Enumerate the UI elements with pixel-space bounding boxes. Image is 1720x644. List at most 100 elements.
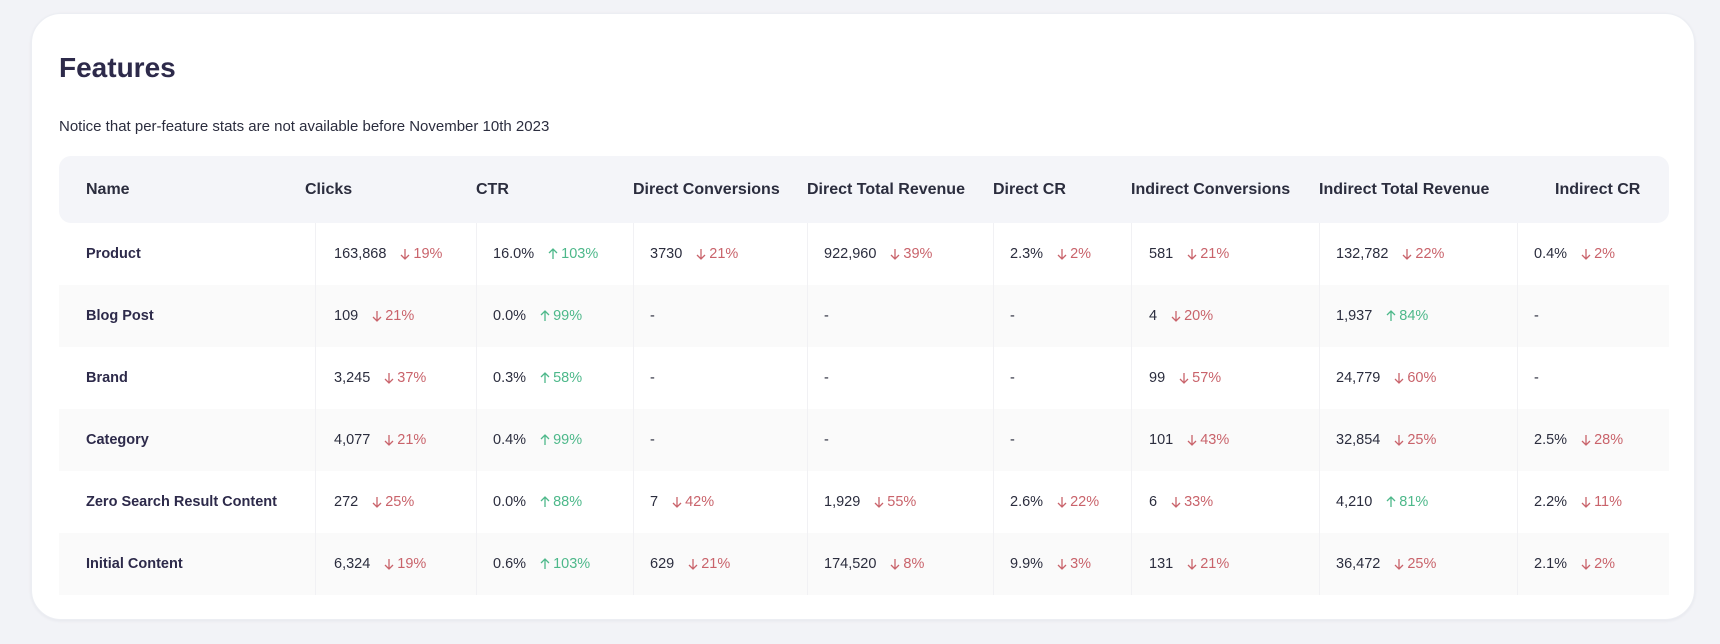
table-row[interactable]: Initial Content 6,324 19% 0.6% 103% 629 21% 174… <box>59 533 1669 595</box>
table-row[interactable]: Product 163,868 19% 16.0% 103% 3730 21% 922,960… <box>59 223 1669 285</box>
cell-direct-conversions: - <box>633 409 807 471</box>
arrow-down-icon <box>384 434 394 446</box>
table-row[interactable]: Brand 3,245 37% 0.3% 58% - - - 99 57% 24,779 60% - <box>59 347 1669 409</box>
cell-indirect-cr: - <box>1517 285 1669 347</box>
cell-direct-conversions: 7 42% <box>633 471 807 533</box>
feature-name: Category <box>86 432 149 448</box>
delta-badge: 33% <box>1171 494 1213 510</box>
table-row[interactable]: Zero Search Result Content 272 25% 0.0% 88% 7… <box>59 471 1669 533</box>
arrow-up-icon <box>540 310 550 322</box>
delta-badge: 20% <box>1171 308 1213 324</box>
table-row[interactable]: Category 4,077 21% 0.4% 99% - - - 101 43% 32,854 25… <box>59 409 1669 471</box>
column-header-name[interactable]: Name <box>86 180 130 198</box>
cell-indirect-total-revenue: 36,472 25% <box>1319 533 1517 595</box>
cell-value: 0.0% <box>493 308 527 324</box>
column-header-ctr[interactable]: CTR <box>476 180 509 198</box>
arrow-down-icon <box>1057 496 1067 508</box>
arrow-down-icon <box>672 496 682 508</box>
arrow-down-icon <box>890 248 900 260</box>
cell-value: 99 <box>1149 370 1166 386</box>
column-header-indirect-cr[interactable]: Indirect CR <box>1555 180 1641 198</box>
cell-direct-cr: 2.3% 2% <box>993 223 1131 285</box>
cell-direct-cr: - <box>993 347 1131 409</box>
cell-direct-cr: - <box>993 409 1131 471</box>
arrow-down-icon <box>384 558 394 570</box>
delta-value: 21% <box>397 432 427 448</box>
cell-indirect-total-revenue: 4,210 81% <box>1319 471 1517 533</box>
delta-badge: 84% <box>1386 308 1428 324</box>
cell-value: 16.0% <box>493 246 535 262</box>
arrow-down-icon <box>688 558 698 570</box>
cell-value: 6 <box>1149 494 1158 510</box>
delta-badge: 39% <box>890 246 932 262</box>
delta-value: 25% <box>1407 432 1437 448</box>
delta-badge: 25% <box>1394 432 1436 448</box>
cell-value: 6,324 <box>334 556 371 572</box>
cell-value: 32,854 <box>1336 432 1381 448</box>
cell-direct-conversions: - <box>633 285 807 347</box>
cell-indirect-conversions: 6 33% <box>1131 471 1319 533</box>
cell-value: - <box>824 308 829 324</box>
column-header-clicks[interactable]: Clicks <box>305 180 353 198</box>
delta-badge: 21% <box>384 432 426 448</box>
cell-indirect-conversions: 581 21% <box>1131 223 1319 285</box>
delta-badge: 99% <box>540 308 582 324</box>
arrow-down-icon <box>400 248 410 260</box>
arrow-down-icon <box>1187 434 1197 446</box>
delta-value: 11% <box>1594 494 1623 510</box>
cell-indirect-total-revenue: 32,854 25% <box>1319 409 1517 471</box>
arrow-up-icon <box>540 496 550 508</box>
cell-direct-total-revenue: 922,960 39% <box>807 223 993 285</box>
delta-badge: 88% <box>540 494 582 510</box>
column-header-direct-total-revenue[interactable]: Direct Total Revenue <box>807 180 965 198</box>
cell-value: 0.3% <box>493 370 527 386</box>
table-row[interactable]: Blog Post 109 21% 0.0% 99% - - - 4 20% 1,937 84% - <box>59 285 1669 347</box>
delta-badge: 99% <box>540 432 582 448</box>
cell-value: 3730 <box>650 246 683 262</box>
cell-value: 4,077 <box>334 432 371 448</box>
cell-indirect-cr: 0.4% 2% <box>1517 223 1669 285</box>
cell-value: - <box>650 308 655 324</box>
column-header-indirect-total-revenue[interactable]: Indirect Total Revenue <box>1319 180 1490 198</box>
cell-indirect-cr: 2.1% 2% <box>1517 533 1669 595</box>
delta-value: 21% <box>1200 556 1230 572</box>
arrow-down-icon <box>1187 558 1197 570</box>
arrow-up-icon <box>540 372 550 384</box>
delta-badge: 58% <box>540 370 582 386</box>
feature-name: Product <box>86 246 141 262</box>
delta-value: 84% <box>1399 308 1429 324</box>
column-header-direct-cr[interactable]: Direct CR <box>993 180 1066 198</box>
delta-value: 25% <box>385 494 415 510</box>
cell-direct-total-revenue: - <box>807 409 993 471</box>
delta-value: 37% <box>397 370 427 386</box>
cell-ctr: 0.6% 103% <box>476 533 633 595</box>
delta-badge: 43% <box>1187 432 1229 448</box>
delta-value: 2% <box>1070 246 1092 262</box>
delta-value: 55% <box>887 494 917 510</box>
delta-value: 33% <box>1184 494 1214 510</box>
arrow-down-icon <box>1179 372 1189 384</box>
cell-indirect-total-revenue: 132,782 22% <box>1319 223 1517 285</box>
arrow-down-icon <box>890 558 900 570</box>
arrow-down-icon <box>1402 248 1412 260</box>
delta-value: 21% <box>709 246 739 262</box>
delta-badge: 81% <box>1386 494 1428 510</box>
cell-value: 174,520 <box>824 556 877 572</box>
cell-indirect-total-revenue: 24,779 60% <box>1319 347 1517 409</box>
delta-value: 103% <box>561 246 599 262</box>
cell-clicks: 3,245 37% <box>315 347 476 409</box>
delta-badge: 3% <box>1057 556 1091 572</box>
delta-value: 21% <box>1200 246 1230 262</box>
delta-value: 22% <box>1070 494 1100 510</box>
cell-value: 2.5% <box>1534 432 1568 448</box>
cell-value: - <box>1534 308 1539 324</box>
delta-badge: 57% <box>1179 370 1221 386</box>
column-header-direct-conversions[interactable]: Direct Conversions <box>633 180 780 198</box>
cell-direct-total-revenue: 174,520 8% <box>807 533 993 595</box>
column-header-indirect-conversions[interactable]: Indirect Conversions <box>1131 180 1291 198</box>
delta-badge: 22% <box>1402 246 1444 262</box>
cell-value: - <box>824 432 829 448</box>
delta-value: 58% <box>553 370 583 386</box>
cell-value: 36,472 <box>1336 556 1381 572</box>
arrow-down-icon <box>1057 248 1067 260</box>
